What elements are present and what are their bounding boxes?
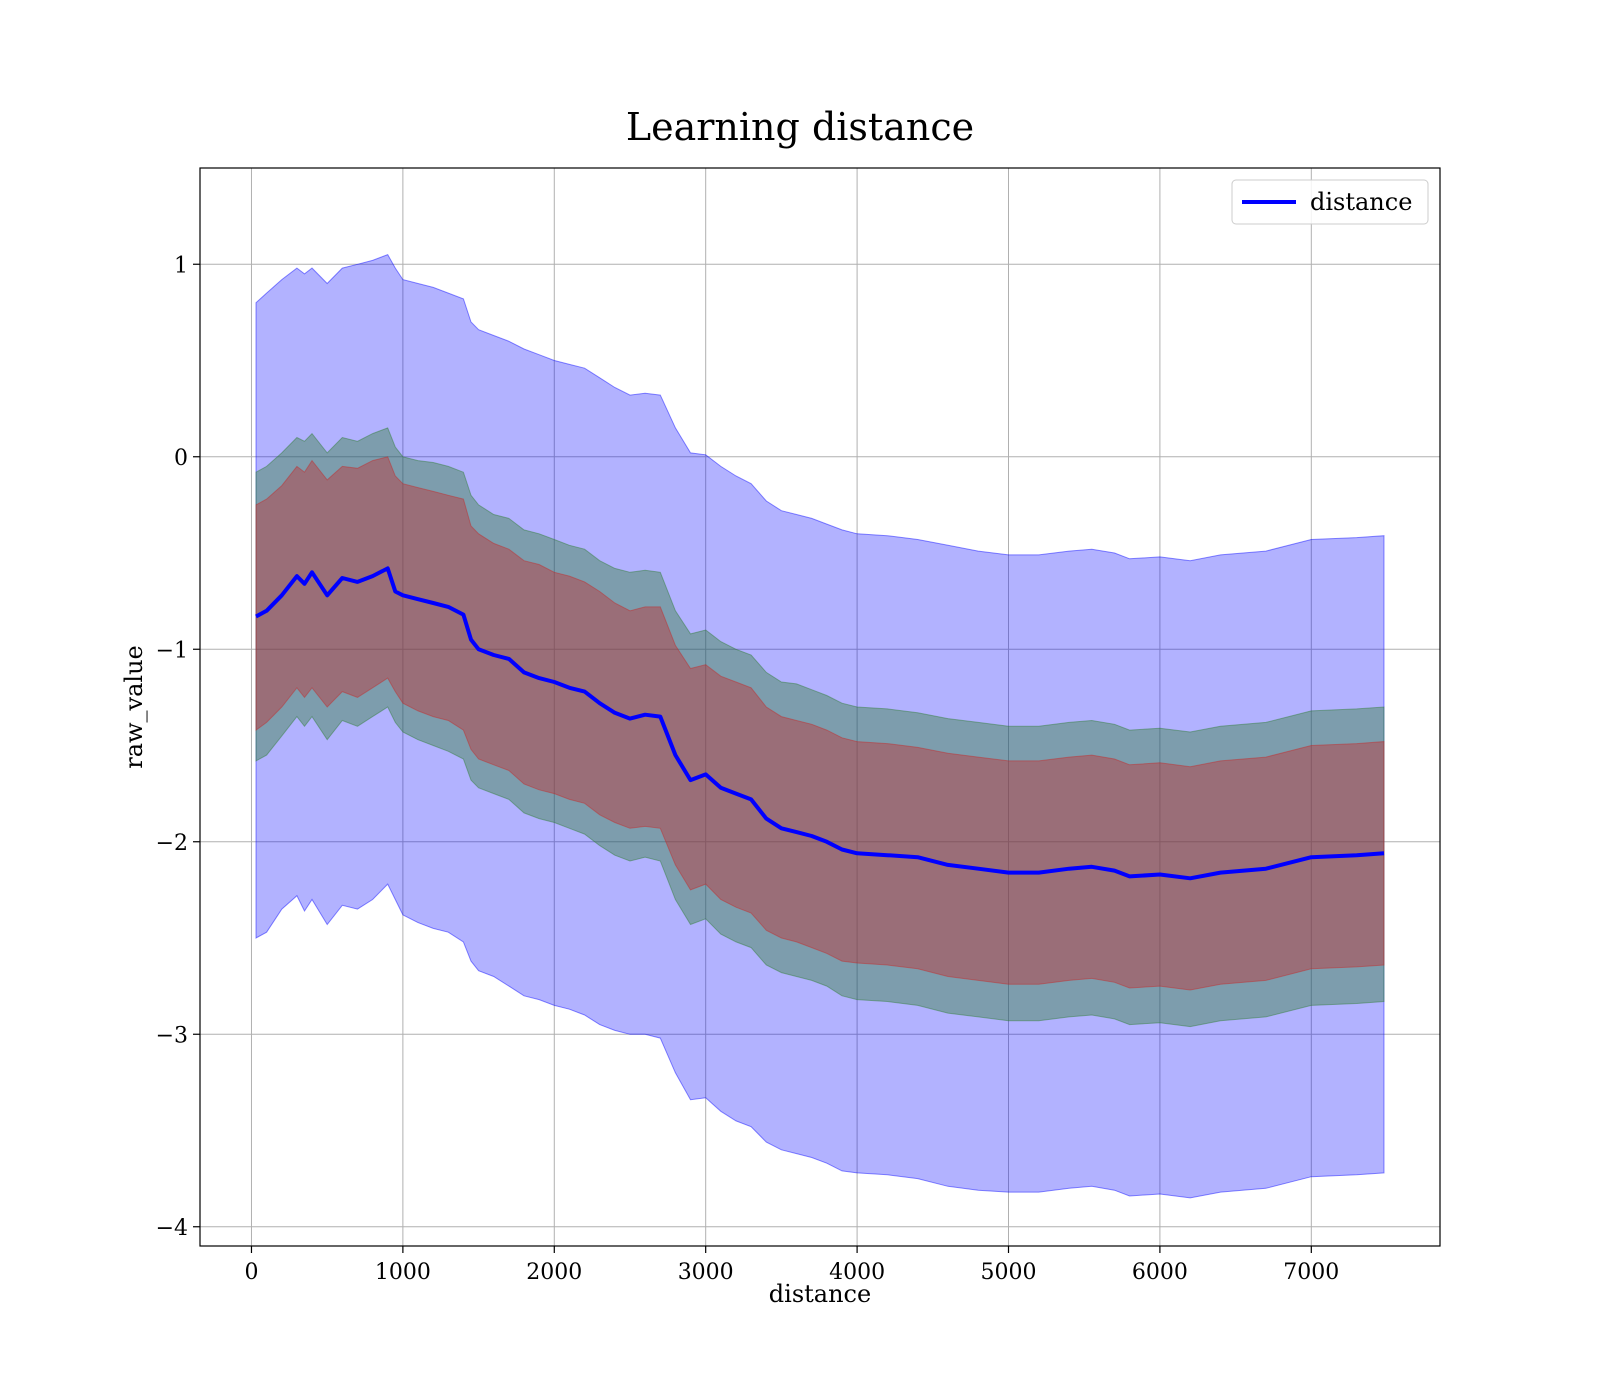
x-tick-label: 7000 bbox=[1283, 1260, 1339, 1285]
y-tick-label: −2 bbox=[156, 831, 188, 856]
y-tick-label: 1 bbox=[174, 253, 188, 278]
inner-band bbox=[255, 456, 1385, 991]
y-tick-label: −1 bbox=[156, 638, 188, 663]
outer-band bbox=[255, 253, 1385, 1199]
y-axis-label: raw_value bbox=[120, 645, 148, 769]
y-tick-label: −3 bbox=[156, 1023, 188, 1048]
legend-label-distance: distance bbox=[1310, 188, 1412, 216]
plot-area-frame bbox=[199, 167, 1441, 1247]
x-tick-label: 5000 bbox=[980, 1260, 1036, 1285]
x-tick-label: 0 bbox=[244, 1260, 258, 1285]
x-tick-label: 1000 bbox=[375, 1260, 431, 1285]
x-tick-label: 6000 bbox=[1132, 1260, 1188, 1285]
y-axis-ticks: −4 −3 −2 −1 0 1 bbox=[156, 253, 200, 1241]
x-axis-ticks: 0 1000 2000 3000 4000 5000 6000 7000 bbox=[244, 1246, 1339, 1285]
x-tick-label: 4000 bbox=[829, 1260, 885, 1285]
series-lines bbox=[255, 566, 1385, 881]
middle-band bbox=[255, 427, 1385, 1028]
series-line-distance bbox=[255, 566, 1385, 881]
legend-box bbox=[1231, 179, 1429, 225]
x-axis-label: distance bbox=[769, 1280, 871, 1308]
y-tick-label: −4 bbox=[156, 1216, 188, 1241]
grid-lines bbox=[200, 168, 1440, 1246]
legend: distance bbox=[1231, 179, 1429, 225]
x-tick-label: 2000 bbox=[526, 1260, 582, 1285]
confidence-bands bbox=[255, 253, 1385, 1199]
x-tick-label: 3000 bbox=[678, 1260, 734, 1285]
y-tick-label: 0 bbox=[174, 446, 188, 471]
chart-title: Learning distance bbox=[626, 105, 974, 149]
